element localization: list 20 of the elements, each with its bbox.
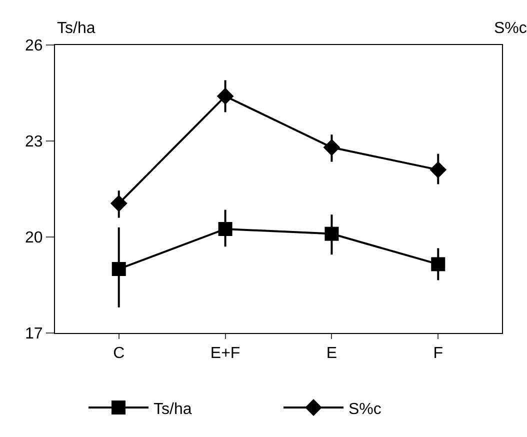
y-tick-label: 20 bbox=[25, 230, 43, 247]
text: S%c bbox=[494, 20, 527, 37]
point bbox=[430, 161, 447, 178]
point bbox=[216, 88, 234, 105]
point bbox=[110, 194, 128, 212]
x-tick-label: F bbox=[433, 345, 444, 362]
y-tick-label: 17 bbox=[25, 326, 43, 343]
x-tick-label: E+F bbox=[210, 345, 240, 362]
x-tick-label: E bbox=[326, 345, 338, 362]
y-tick-label: 23 bbox=[25, 134, 43, 151]
y-axis-title: Ts/ha bbox=[57, 20, 96, 37]
point bbox=[323, 138, 340, 156]
point bbox=[112, 262, 126, 276]
legend-label: S%c bbox=[348, 400, 382, 418]
point bbox=[324, 226, 339, 241]
point bbox=[218, 222, 232, 236]
x-tick-label: C bbox=[113, 345, 125, 362]
point bbox=[431, 257, 446, 272]
legend-label: Ts/ha bbox=[154, 400, 192, 418]
y-tick-label: 26 bbox=[25, 38, 43, 55]
